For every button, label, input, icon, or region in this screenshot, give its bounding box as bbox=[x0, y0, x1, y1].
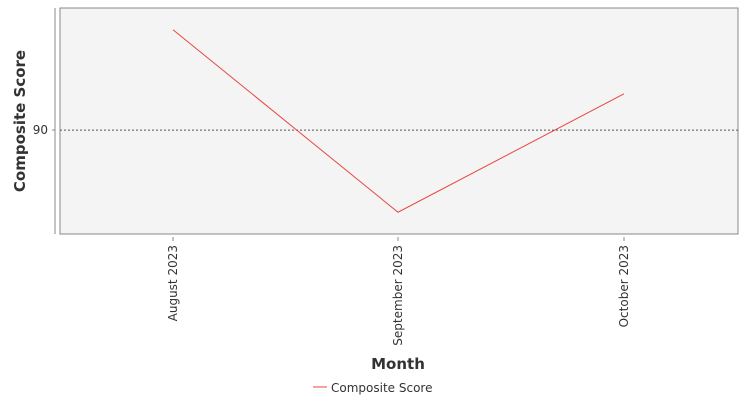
x-axis-ticks: August 2023 September 2023 October 2023 bbox=[166, 237, 631, 346]
x-axis-title: Month bbox=[371, 355, 425, 373]
x-tick-label: August 2023 bbox=[166, 245, 180, 321]
series-group bbox=[172, 29, 625, 213]
y-axis-ticks: 90 bbox=[33, 123, 55, 137]
legend-label: Composite Score bbox=[331, 381, 432, 395]
plot-area bbox=[59, 7, 739, 235]
x-tick-label: September 2023 bbox=[391, 245, 405, 346]
x-tick-label: October 2023 bbox=[617, 245, 631, 327]
y-tick-label: 90 bbox=[33, 123, 48, 137]
legend: Composite Score bbox=[313, 381, 432, 395]
y-axis-title: Composite Score bbox=[11, 50, 29, 192]
